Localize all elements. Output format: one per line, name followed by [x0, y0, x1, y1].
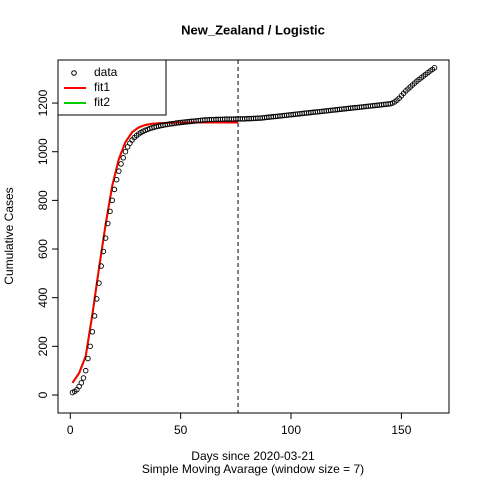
legend-label: data [94, 65, 118, 79]
data-point [107, 208, 113, 215]
data-point [96, 280, 102, 286]
y-axis-label: Cumulative Cases [2, 187, 16, 284]
data-point [431, 65, 438, 71]
y-tick-label: 400 [36, 287, 50, 307]
data-point [85, 355, 91, 362]
data-point [120, 155, 127, 161]
data-point [122, 148, 129, 155]
y-tick-label: 1200 [36, 89, 50, 116]
y-tick-label: 800 [36, 190, 50, 210]
data-point [98, 263, 104, 269]
data-point [87, 343, 93, 350]
x-tick-label: 0 [67, 423, 74, 437]
legend-label: fit1 [94, 80, 110, 94]
y-tick-label: 200 [36, 336, 50, 356]
data-point [102, 235, 109, 241]
data-point [100, 248, 107, 255]
data-point [91, 313, 98, 319]
data-point [82, 367, 89, 374]
y-tick-label: 600 [36, 239, 50, 259]
x-tick-label: 100 [281, 423, 301, 437]
y-tick-label: 0 [36, 391, 50, 398]
data-point [105, 220, 111, 227]
x-tick-label: 150 [391, 423, 411, 437]
data-point [109, 197, 115, 204]
x-axis-label: Days since 2020-03-21 [191, 449, 315, 463]
chart-title: New_Zealand / Logistic [181, 22, 325, 37]
legend-label: fit2 [94, 95, 110, 109]
data-point [80, 375, 87, 381]
x-tick-label: 50 [174, 423, 188, 437]
data-point [113, 176, 120, 183]
data-point [111, 186, 118, 193]
legend-symbol [71, 70, 77, 76]
data-point [78, 380, 85, 386]
subtitle: Simple Moving Avarage (window size = 7) [142, 462, 364, 476]
data-point [116, 168, 122, 174]
data-point [94, 296, 100, 302]
data-point [118, 161, 124, 167]
y-tick-label: 1000 [36, 138, 50, 165]
data-point [89, 328, 96, 335]
